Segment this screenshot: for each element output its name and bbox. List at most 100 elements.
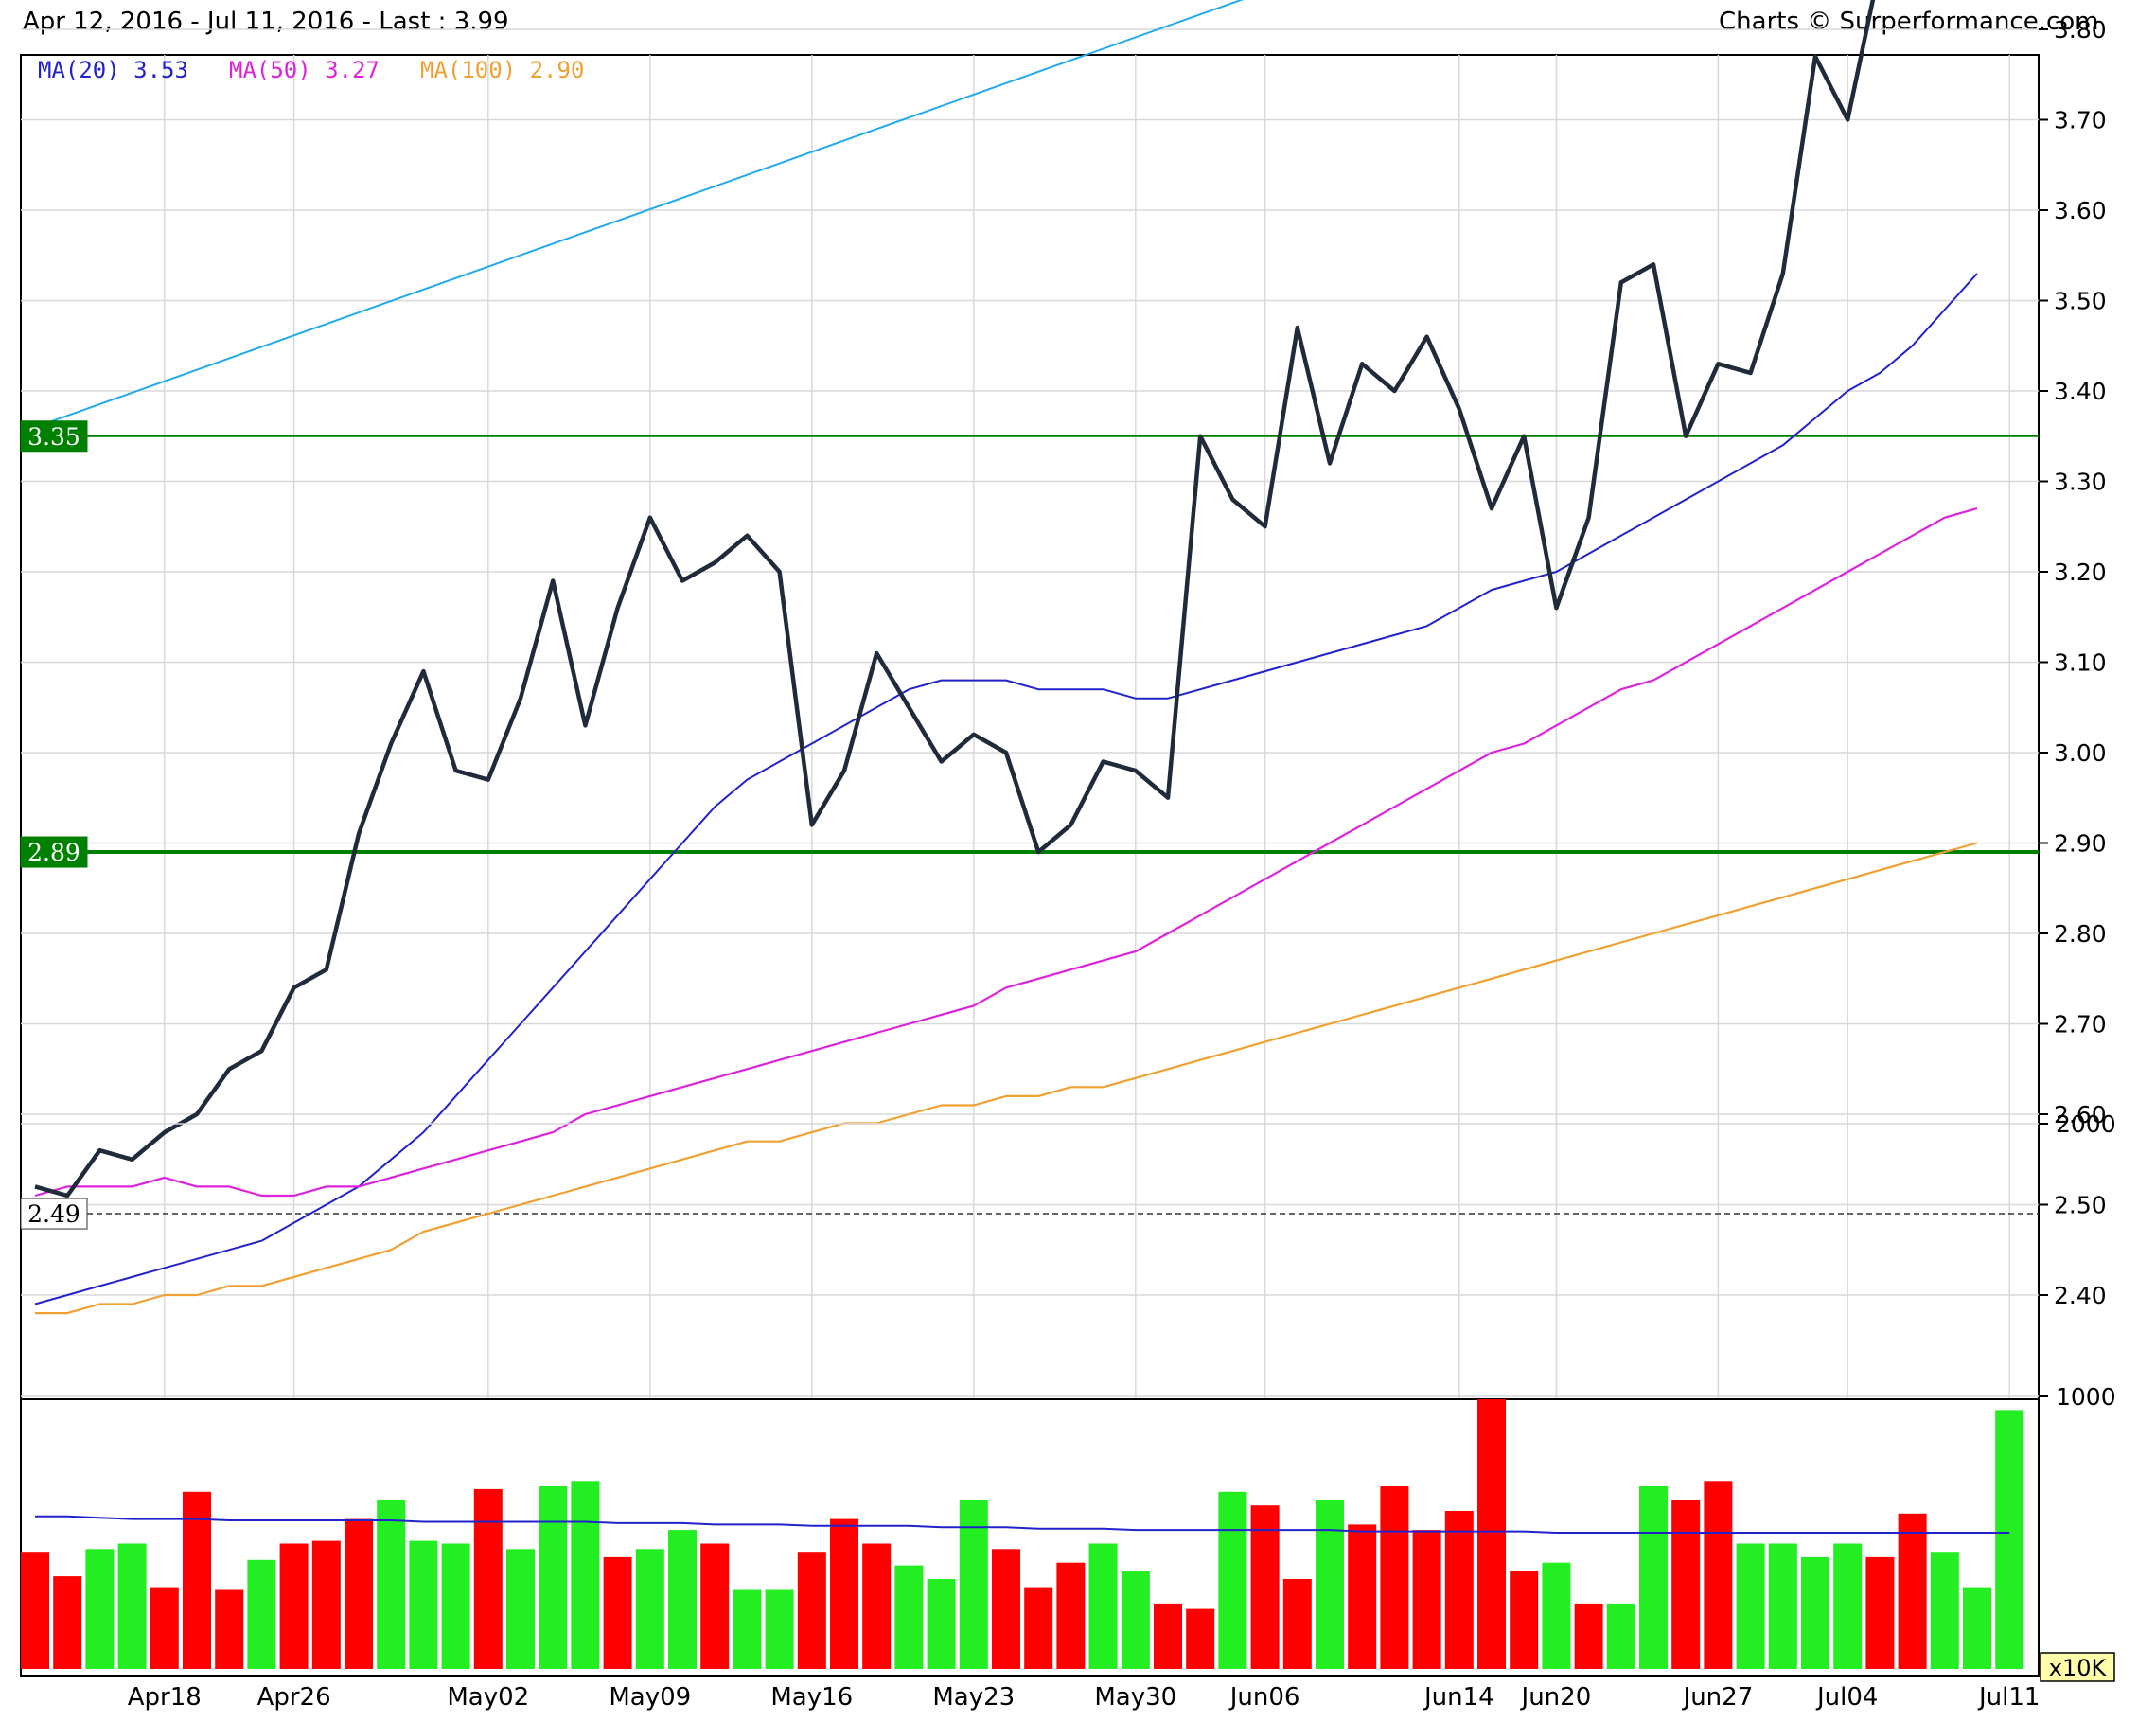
volume-bar [668,1530,697,1669]
y-tick-label: 2.50 [2054,1192,2107,1219]
volume-bar [1348,1524,1377,1669]
volume-bar [183,1491,211,1669]
volume-bar [927,1579,956,1669]
volume-bar [894,1565,924,1669]
volume-bar [279,1543,309,1669]
volume-unit-label: x10K [2049,1655,2108,1681]
x-tick-label: Jul04 [1815,1683,1878,1712]
y-tick-label: 3.20 [2054,559,2107,586]
volume-bar [1542,1562,1571,1669]
x-tick-label: May30 [1094,1683,1176,1712]
volume-bar [53,1576,82,1669]
volume-bar [1833,1543,1863,1669]
level-label: 2.89 [27,839,80,866]
chart-credit: Charts © Surperformance.com [1719,8,2099,36]
volume-bar [1316,1500,1344,1669]
price-plot-frame [20,54,2040,1400]
volume-bar [959,1500,988,1669]
volume-bar [1639,1486,1668,1669]
volume-unit-box [2040,1652,2115,1682]
volume-bar [1671,1500,1701,1669]
chart-date-range: Apr 12, 2016 - Jul 11, 2016 - Last : 3.9… [23,8,509,36]
volume-average-line [35,1515,2010,1534]
y-tick-label: 2.60 [2054,1101,2107,1128]
y-tick-label: 3.80 [2054,16,2107,44]
volume-bar [247,1559,276,1669]
x-tick-label: May16 [770,1683,853,1712]
volume-bar [1801,1556,1829,1669]
x-tick-label: Jul11 [1977,1683,2040,1712]
volume-bar [733,1589,762,1669]
volume-bar [1282,1579,1312,1669]
volume-bar [1056,1562,1086,1669]
volume-bar [571,1481,600,1669]
volume-bar [215,1589,244,1669]
volume-bar [21,1552,49,1669]
volume-bar [117,1543,147,1669]
volume-bar [311,1540,341,1669]
y-tick-label: 2.80 [2054,920,2107,948]
volume-bar [377,1500,406,1669]
price-line [34,0,1876,1198]
x-tick-label: Jun20 [1520,1683,1592,1712]
volume-bar [1704,1481,1733,1669]
x-tick-label: Apr26 [257,1683,331,1712]
volume-bar [830,1518,858,1669]
y-tick-label: 3.00 [2054,739,2107,767]
y-tick-label: 2.70 [2054,1011,2107,1039]
volume-bar [1121,1571,1150,1669]
volume-tick-label: 2000 [2056,1110,2116,1138]
volume-bar [539,1486,568,1669]
x-tick-label: May02 [447,1683,529,1712]
volume-bar [1574,1603,1603,1669]
y-tick-label: 3.30 [2054,469,2107,496]
volume-bar [797,1552,826,1669]
volume-bar [1154,1603,1182,1669]
volume-bar [765,1589,794,1669]
legend-item: MA(100) 2.90 [420,57,584,83]
ma100-line [35,842,1978,1315]
x-tick-label: Jun14 [1423,1683,1494,1712]
level-label: 3.35 [27,423,80,451]
volume-bar [409,1540,438,1669]
volume-bar [1412,1530,1441,1669]
volume-bar [700,1543,730,1669]
y-tick-label: 3.10 [2054,649,2107,677]
legend-item: MA(50) 3.27 [229,57,380,83]
volume-bar [1736,1543,1765,1669]
ma50-line [34,507,1978,1198]
volume-bar [1380,1486,1409,1669]
volume-bar [473,1488,503,1669]
x-tick-label: Apr18 [128,1683,202,1712]
level-label-box [20,1198,88,1230]
volume-bar [85,1549,115,1669]
volume-bar [1963,1587,1991,1669]
volume-bar [992,1549,1020,1669]
volume-bar [441,1543,470,1669]
volume-bar [1930,1552,1959,1669]
level-label-box [20,836,88,868]
y-tick-label: 2.90 [2054,830,2107,858]
y-tick-label: 3.70 [2054,107,2107,134]
volume-bar [1444,1511,1474,1669]
volume-bar [506,1549,535,1669]
volume-bar [1510,1571,1539,1669]
x-tick-label: May09 [609,1683,691,1712]
volume-tick-label: 1000 [2056,1383,2116,1411]
volume-bar [1606,1603,1635,1669]
volume-bar [1477,1399,1506,1669]
volume-bar [635,1549,664,1669]
x-tick-label: Jun06 [1228,1683,1300,1712]
x-tick-label: Jun27 [1682,1683,1754,1712]
volume-bar [1250,1505,1280,1669]
volume-bar [150,1587,179,1669]
volume-bar [1768,1543,1797,1669]
x-tick-label: May23 [932,1683,1015,1712]
y-tick-label: 3.40 [2054,378,2107,405]
y-tick-label: 2.40 [2054,1282,2107,1309]
volume-bar [1186,1608,1215,1669]
y-tick-label: 3.60 [2054,197,2107,224]
volume-bar [1088,1543,1118,1669]
volume-bar [1218,1491,1247,1669]
